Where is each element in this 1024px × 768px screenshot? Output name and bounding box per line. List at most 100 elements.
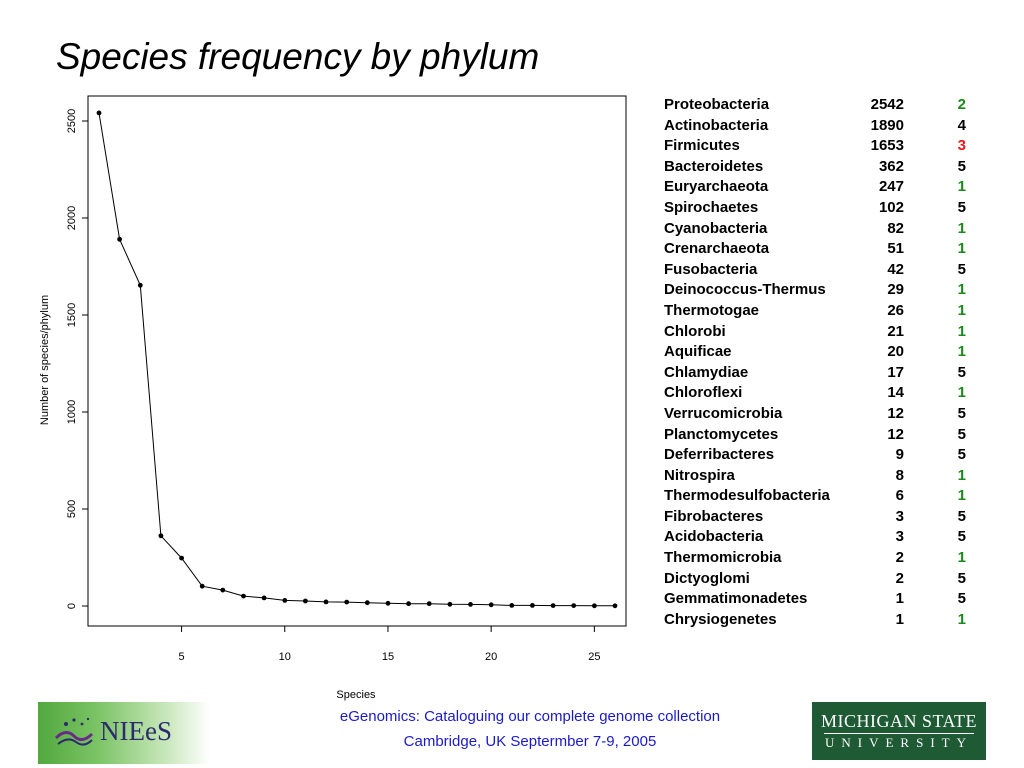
- species-count: 247: [878, 178, 904, 196]
- phylum-name: Cyanobacteria: [664, 219, 768, 237]
- data-point-1: [96, 110, 102, 116]
- phylum-code: 5: [957, 507, 966, 525]
- table-row: Spirochaetes 102 5: [658, 198, 966, 219]
- data-point-22: [530, 603, 535, 608]
- table-row: Thermomicrobia 2 1: [658, 548, 966, 569]
- phylum-name: Chloroflexi: [664, 384, 743, 402]
- phylum-code: 1: [957, 281, 966, 299]
- species-count: 1: [895, 590, 904, 608]
- species-count: 21: [887, 322, 904, 340]
- species-count: 9: [895, 446, 904, 464]
- species-count: 12: [887, 404, 904, 422]
- data-point-24: [571, 603, 577, 608]
- phylum-name: Chlorobi: [664, 322, 726, 340]
- species-count: 20: [887, 343, 904, 361]
- phylum-code: 5: [957, 363, 966, 381]
- species-count: 2: [895, 569, 904, 587]
- slide-title: Species frequency by phylum: [56, 36, 540, 77]
- phylum-name: Actinobacteria: [664, 116, 769, 134]
- phylum-code: 5: [957, 590, 966, 608]
- y-tick-label-0: 0: [66, 603, 78, 609]
- table-row: Firmicutes 1653 3: [658, 136, 966, 157]
- species-count: 1890: [870, 116, 904, 134]
- species-count: 1: [895, 610, 904, 628]
- phylum-code: 1: [957, 219, 966, 237]
- table-row: Chrysiogenetes 1 1: [658, 610, 966, 631]
- series-points: [96, 110, 618, 609]
- phylum-code: 4: [957, 116, 966, 134]
- table-row: Deinococcus-Thermus 29 1: [658, 280, 966, 301]
- species-count: 26: [887, 301, 904, 319]
- data-point-10: [282, 598, 288, 603]
- data-point-21: [509, 603, 515, 608]
- phylum-code: 5: [957, 198, 966, 216]
- y-axis: 0 500 1000 1500 2000 2500: [66, 109, 88, 609]
- data-point-25: [592, 603, 597, 609]
- table-row: Chlamydiae 17 5: [658, 363, 966, 384]
- data-point-14: [364, 600, 370, 606]
- phylum-code: 5: [957, 260, 966, 278]
- phylum-name: Aquificae: [664, 343, 732, 361]
- phylum-table: Proteobacteria 2542 2 Actinobacteria 1890 4 Fi…: [658, 95, 966, 630]
- phylum-name: Thermotogae: [664, 301, 760, 319]
- data-point-15: [385, 600, 391, 606]
- species-count: 1653: [870, 137, 904, 155]
- y-tick-label-500: 500: [66, 500, 78, 518]
- table-row: Bacteroidetes 362 5: [658, 157, 966, 178]
- phylum-name: Chrysiogenetes: [664, 610, 777, 628]
- data-point-18: [447, 601, 453, 607]
- data-point-6: [199, 583, 205, 589]
- phylum-code: 1: [957, 240, 966, 258]
- y-tick-label-2500: 2500: [66, 109, 78, 133]
- msu-logo-line2: UNIVERSITY: [825, 735, 973, 750]
- data-point-13: [344, 599, 350, 605]
- table-row: Thermodesulfobacteria 6 1: [658, 486, 966, 507]
- phylum-name: Chlamydiae: [664, 363, 749, 381]
- data-point-9: [261, 595, 267, 601]
- footer-event-title: eGenomics: Cataloguing our complete geno…: [339, 708, 721, 725]
- phylum-code: 5: [957, 425, 966, 443]
- phylum-code: 5: [957, 528, 966, 546]
- data-point-26: [612, 603, 618, 609]
- table-row: Euryarchaeota 247 1: [658, 177, 966, 198]
- x-axis-label: Species: [336, 689, 376, 701]
- species-count: 82: [887, 219, 904, 237]
- table-row: Thermotogae 26 1: [658, 301, 966, 322]
- phylum-name: Dictyoglomi: [664, 569, 750, 587]
- data-point-12: [323, 599, 329, 605]
- data-point-11: [303, 598, 308, 604]
- data-point-8: [241, 593, 246, 599]
- data-point-23: [550, 603, 556, 608]
- table-row: Fusobacteria 42 5: [658, 260, 966, 281]
- x-tick-label-10: 10: [279, 651, 291, 663]
- phylum-name: Euryarchaeota: [664, 178, 769, 196]
- species-count: 42: [887, 260, 904, 278]
- species-count: 29: [887, 281, 904, 299]
- x-tick-label-20: 20: [485, 651, 497, 663]
- x-tick-label-15: 15: [382, 651, 394, 663]
- table-row: Nitrospira 8 1: [658, 466, 966, 487]
- phylum-name: Thermomicrobia: [664, 549, 782, 567]
- phylum-code: 3: [957, 137, 966, 155]
- phylum-code: 1: [957, 322, 966, 340]
- data-point-7: [220, 587, 226, 593]
- y-tick-label-1000: 1000: [66, 400, 78, 424]
- phylum-name: Fibrobacteres: [664, 507, 764, 525]
- species-count: 362: [878, 157, 904, 175]
- x-tick-label-5: 5: [178, 651, 184, 663]
- species-count: 2: [895, 549, 904, 567]
- phylum-name: Crenarchaeota: [664, 240, 770, 258]
- data-point-3: [137, 282, 143, 288]
- phylum-code: 1: [957, 178, 966, 196]
- plot-frame: [87, 95, 627, 627]
- species-count: 51: [887, 240, 904, 258]
- table-row: Chlorobi 21 1: [658, 322, 966, 343]
- table-row: Actinobacteria 1890 4: [658, 116, 966, 137]
- y-axis-label: Number of species/phylum: [39, 295, 51, 425]
- phylum-code: 5: [957, 446, 966, 464]
- phylum-code: 1: [957, 466, 966, 484]
- niees-swirl-icon: [54, 717, 94, 746]
- species-count: 102: [878, 198, 904, 216]
- species-count: 2542: [870, 96, 904, 113]
